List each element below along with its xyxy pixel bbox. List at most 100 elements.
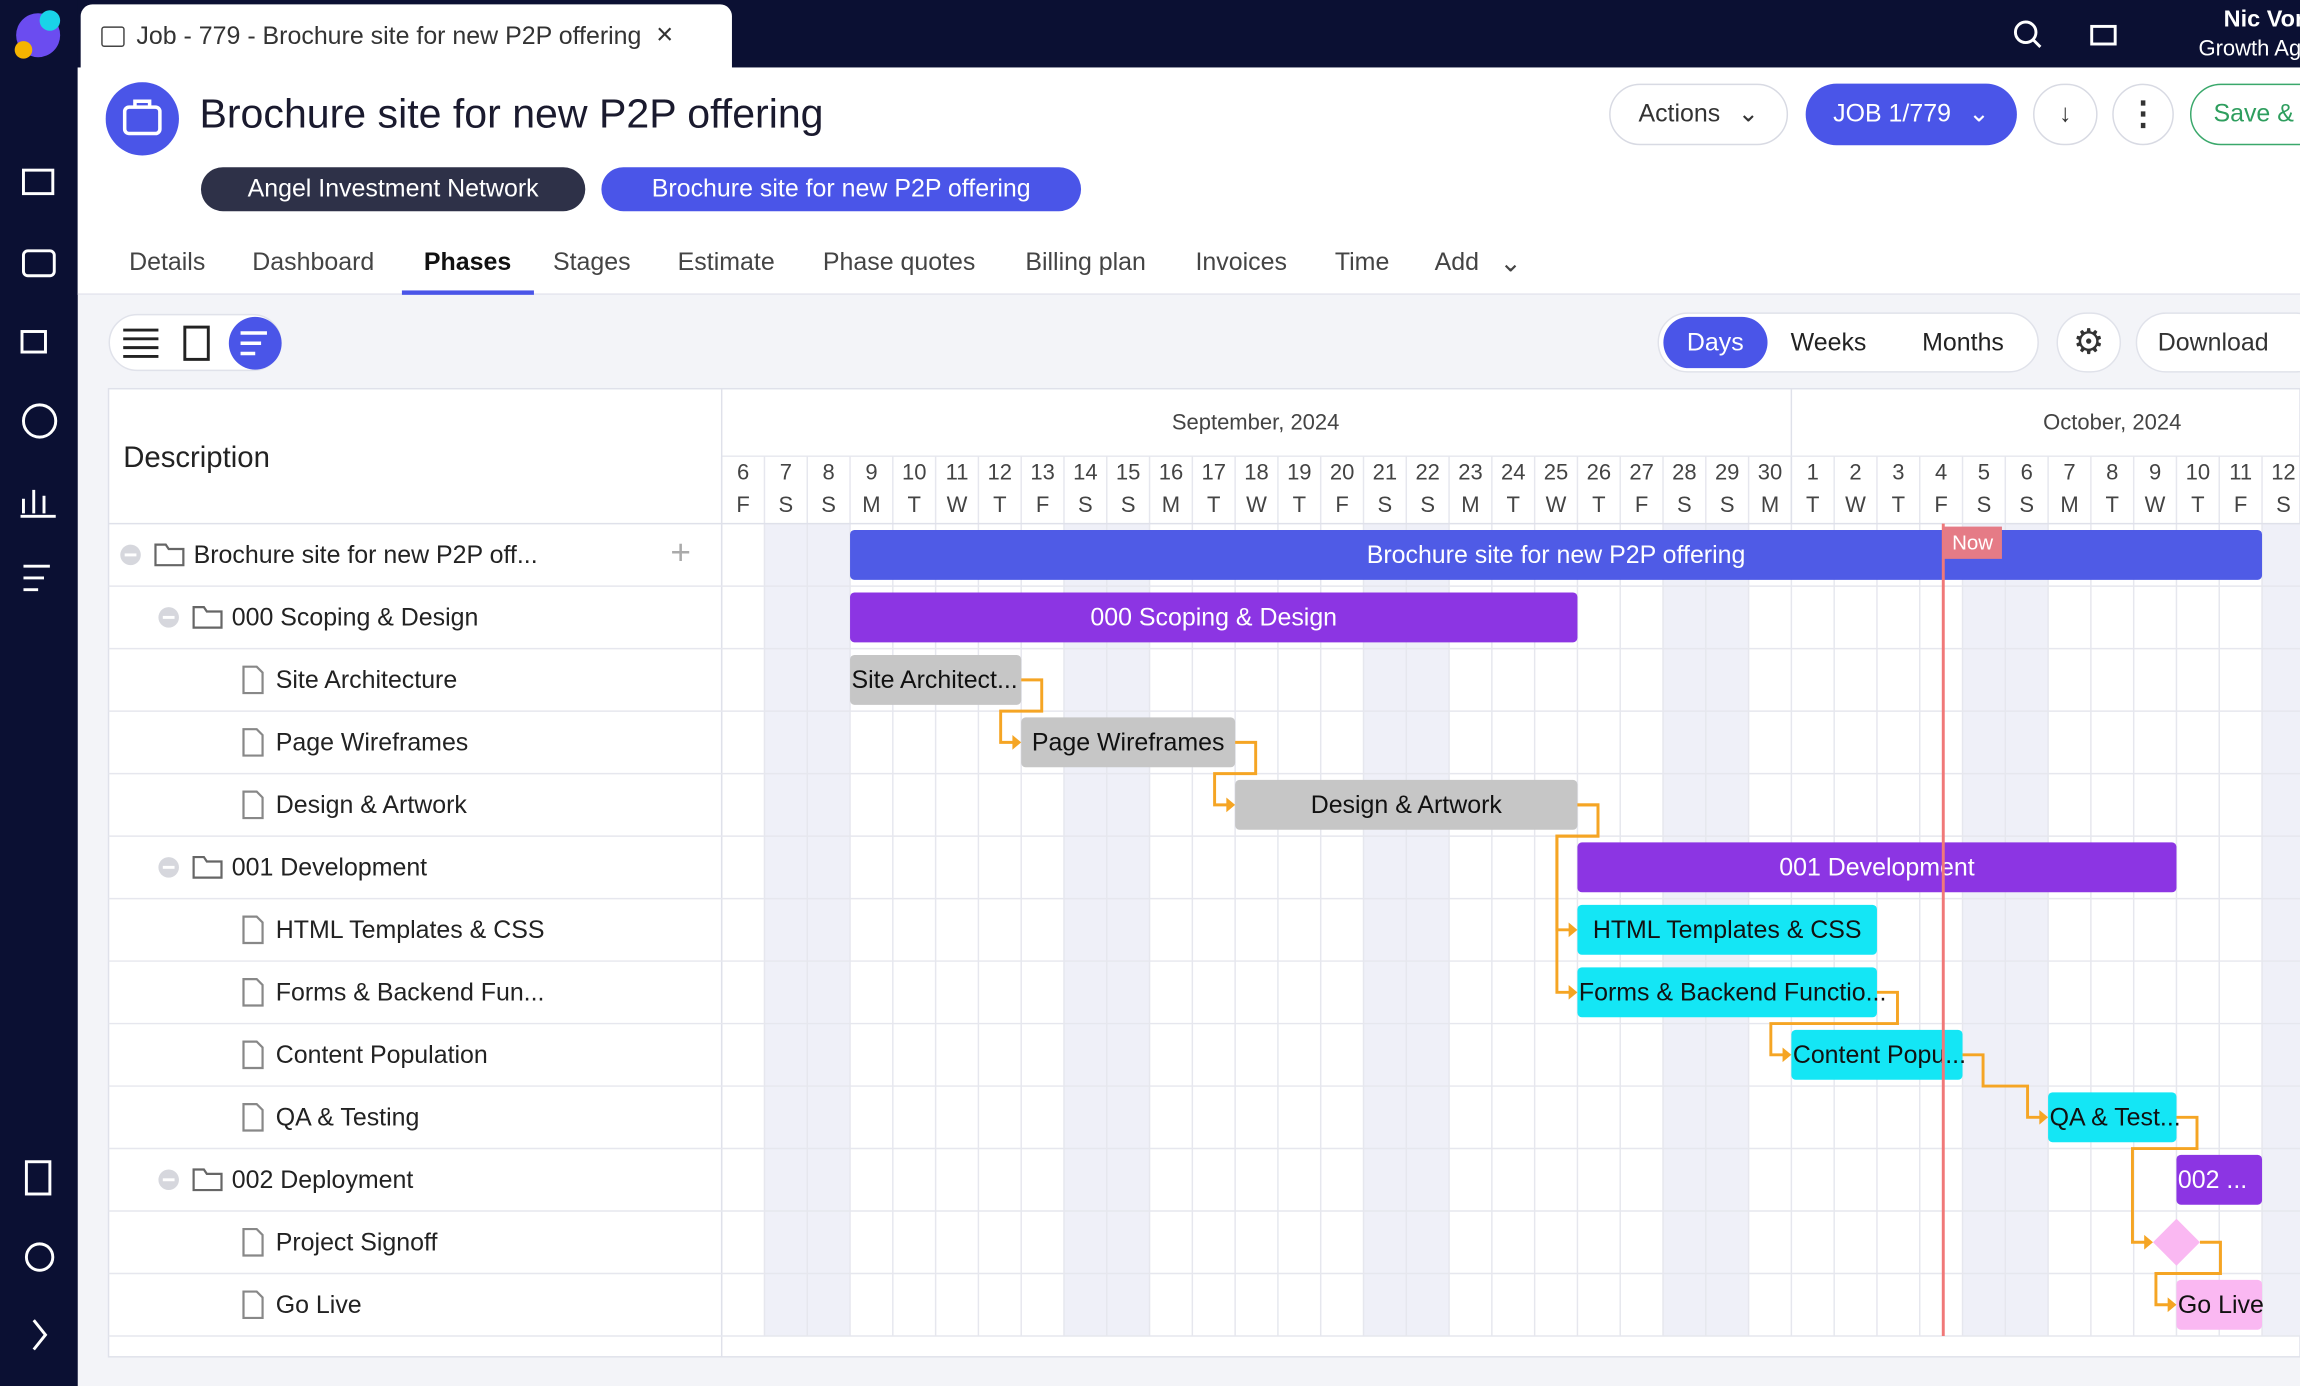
weekday: F xyxy=(736,492,749,517)
task-bar[interactable] xyxy=(850,592,1578,643)
more-button[interactable]: ⋮ xyxy=(2112,83,2174,146)
task-bar[interactable] xyxy=(2048,1092,2177,1143)
search-icon-handle xyxy=(2031,38,2042,48)
icon-delivery[interactable] xyxy=(20,330,47,354)
download-button[interactable]: Download xyxy=(2135,312,2300,373)
nav-tab[interactable]: Time xyxy=(1335,235,1390,291)
nav-tab[interactable]: Phase quotes xyxy=(823,235,976,291)
nav-tab[interactable]: Billing plan xyxy=(1025,235,1146,291)
description-header: Description xyxy=(123,441,270,474)
task-bar[interactable] xyxy=(1021,717,1236,768)
job-button[interactable]: JOB 1/779 ⌄ xyxy=(1805,83,2017,146)
job-icon-bg xyxy=(105,82,179,156)
row-label: Site Architecture xyxy=(276,666,457,694)
nav-tab-label: Phases xyxy=(423,247,512,276)
day-number: 30 xyxy=(1758,460,1782,485)
icon-company[interactable] xyxy=(24,1160,52,1196)
estimate-icon[interactable] xyxy=(183,325,210,361)
gantt-icon xyxy=(240,331,267,356)
task-bar[interactable] xyxy=(850,529,2263,580)
icon-expand[interactable] xyxy=(32,1319,48,1351)
task-bar[interactable] xyxy=(2176,1279,2263,1330)
weekday: S xyxy=(1420,492,1435,517)
list-icon[interactable] xyxy=(123,328,159,358)
user-menu[interactable]: Nic Vonag Growth Agenc xyxy=(2161,7,2300,61)
nav-tab-label: Dashboard xyxy=(252,247,375,276)
nav-tab[interactable]: Details xyxy=(129,235,205,291)
actions-button[interactable]: Actions ⌄ xyxy=(1609,83,1789,146)
dependency-arrow xyxy=(2039,1109,2049,1125)
client-chip[interactable]: Angel Investment Network xyxy=(200,167,586,212)
weekday: M xyxy=(1761,492,1779,517)
job-chip[interactable]: Brochure site for new P2P offering xyxy=(601,167,1082,212)
task-bar[interactable] xyxy=(2176,1154,2263,1205)
weekday: M xyxy=(1162,492,1180,517)
nav-tab-label: Add xyxy=(1434,247,1479,276)
sidebar xyxy=(0,0,78,1386)
icon-settings[interactable] xyxy=(24,1242,55,1272)
day-number: 25 xyxy=(1544,460,1568,485)
nav-tab[interactable]: Phases xyxy=(401,235,534,295)
weekday: T xyxy=(1592,492,1605,517)
nav-tab[interactable]: Dashboard xyxy=(252,235,374,291)
day-number: 17 xyxy=(1201,460,1225,485)
day-number: 10 xyxy=(902,460,926,485)
task-bar[interactable] xyxy=(1577,904,1877,955)
task-bar[interactable] xyxy=(850,654,1022,705)
windows-icon[interactable] xyxy=(2090,24,2117,46)
weekday: F xyxy=(1934,492,1947,517)
view-option[interactable]: Days xyxy=(1663,316,1768,369)
weekday: W xyxy=(1845,492,1866,517)
settings-button[interactable]: ⚙ xyxy=(2056,312,2122,373)
task-bar[interactable] xyxy=(1577,967,1877,1018)
briefcase-handle xyxy=(133,99,152,108)
view-option[interactable]: Weeks xyxy=(1790,327,1867,356)
row-label: Content Population xyxy=(276,1041,488,1069)
task-bar[interactable] xyxy=(1235,779,1578,830)
weekend-shade xyxy=(764,523,808,1336)
nav-tab[interactable]: Estimate xyxy=(678,235,775,291)
view-icon-set xyxy=(123,316,282,370)
day-number: 9 xyxy=(865,460,877,485)
bar-label: 001 Development xyxy=(1779,853,1974,881)
dependency-arrow xyxy=(1226,797,1236,813)
icon-reports[interactable] xyxy=(20,489,56,518)
nav-tab-label: Phase quotes xyxy=(822,247,976,276)
tab-close[interactable]: × xyxy=(656,19,674,52)
weekday: S xyxy=(779,492,794,517)
weekday: S xyxy=(1720,492,1735,517)
weekday: T xyxy=(2106,492,2119,517)
dependency-arrow xyxy=(1568,984,1578,1000)
browser-tab[interactable]: Job - 779 - Brochure site for new P2P of… xyxy=(80,4,732,68)
top-icons xyxy=(2013,20,2117,48)
day-number: 8 xyxy=(823,460,835,485)
bar-label: 002 ... xyxy=(2178,1166,2247,1194)
icon-gantt[interactable] xyxy=(23,564,50,592)
task-bar[interactable] xyxy=(1791,1029,1963,1080)
nav-tab[interactable]: Invoices xyxy=(1195,235,1286,291)
icon-jobs[interactable] xyxy=(22,249,56,278)
add-row[interactable]: + xyxy=(670,533,691,572)
weekday: F xyxy=(1036,492,1049,517)
icon-time[interactable] xyxy=(22,403,58,439)
download-icon-button[interactable]: ↓ xyxy=(2033,83,2098,146)
icon-board[interactable] xyxy=(22,168,55,196)
dependency xyxy=(1555,803,1600,994)
view-option[interactable]: Months xyxy=(1922,327,2004,356)
weekend-shade xyxy=(1363,523,1407,1336)
day-number: 9 xyxy=(2149,460,2161,485)
nav-tab[interactable]: Add ⌄ xyxy=(1435,235,1522,291)
day-number: 5 xyxy=(1978,460,1990,485)
weekday: M xyxy=(1461,492,1479,517)
row-label: Go Live xyxy=(276,1291,362,1319)
bar-label: Brochure site for new P2P offering xyxy=(1367,541,1746,569)
task-bar[interactable] xyxy=(1577,842,2177,893)
search-icon[interactable] xyxy=(2013,20,2038,45)
folder-icon xyxy=(192,606,223,629)
save-button[interactable]: Save & xyxy=(2189,83,2300,146)
nav-tab[interactable]: Stages xyxy=(553,235,631,291)
weekend-shade xyxy=(1106,523,1150,1336)
month-label: October, 2024 xyxy=(2043,410,2181,435)
